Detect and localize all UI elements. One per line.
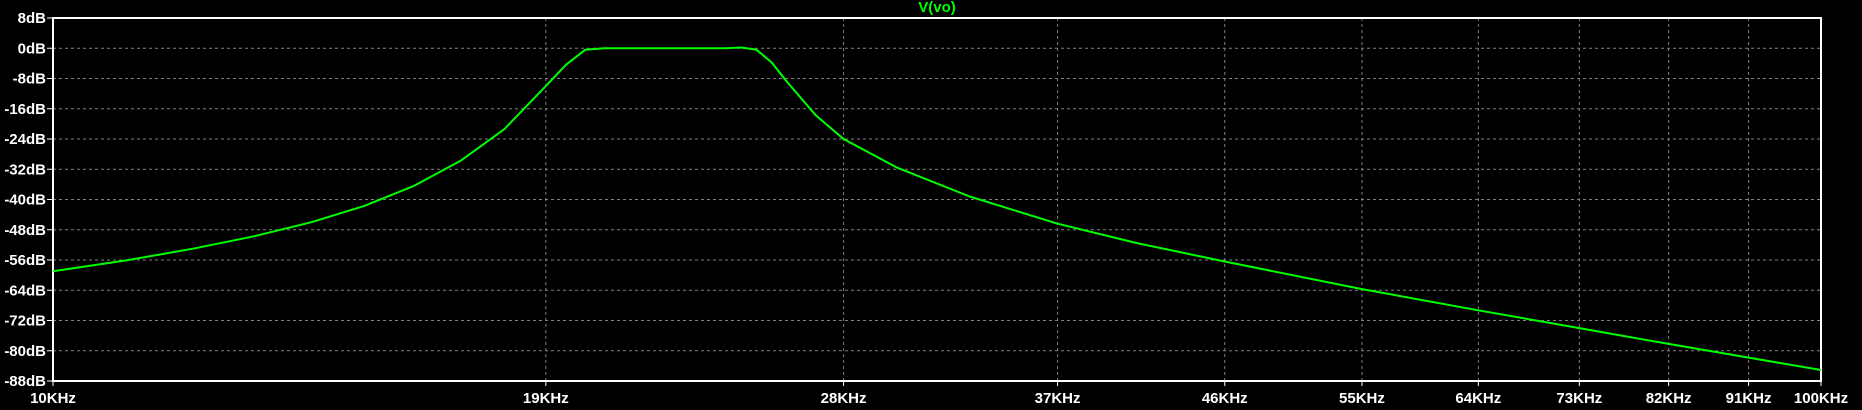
chart-title: V(vo)	[918, 0, 956, 16]
series-line-vvo	[52, 46, 1822, 371]
x-tick-label: 46KHz	[1202, 390, 1248, 407]
y-tick-label: -8dB	[13, 71, 47, 88]
y-tick-label: 0dB	[18, 40, 47, 57]
x-tick-label: 100KHz	[1794, 390, 1848, 407]
y-tick-label: -56dB	[4, 252, 46, 269]
y-tick-label: -80dB	[4, 343, 46, 360]
x-tick-label: 28KHz	[821, 390, 867, 407]
y-tick-label: 8dB	[18, 10, 47, 27]
plot-frame	[52, 17, 1822, 382]
y-tick-label: -24dB	[4, 131, 46, 148]
y-tick-label: -64dB	[4, 282, 46, 299]
y-tick-label: -40dB	[4, 192, 46, 209]
x-tick-label: 82KHz	[1646, 390, 1692, 407]
x-tick-label: 10KHz	[30, 390, 76, 407]
x-tick-labels: 10KHz 19KHz 28KHz 37KHz 46KHz 55KHz 64KHz 73KHz…	[30, 390, 1848, 407]
x-tick-label: 37KHz	[1035, 390, 1081, 407]
y-tick-label: -72dB	[4, 313, 46, 330]
y-tick-label: -88dB	[4, 373, 46, 390]
x-tick-label: 19KHz	[523, 390, 569, 407]
series-layer	[52, 46, 1822, 371]
y-tick-label: -48dB	[4, 222, 46, 239]
x-tick-label: 55KHz	[1339, 390, 1385, 407]
y-tick-labels: 8dB 0dB -8dB -16dB -24dB -32dB -40dB -48dB -56dB…	[4, 10, 46, 390]
x-tick-label: 91KHz	[1726, 390, 1772, 407]
x-tick-label: 73KHz	[1556, 390, 1602, 407]
y-tick-label: -16dB	[4, 101, 46, 118]
y-tick-label: -32dB	[4, 161, 46, 178]
x-tick-label: 64KHz	[1455, 390, 1501, 407]
grid-lines	[53, 18, 1821, 381]
